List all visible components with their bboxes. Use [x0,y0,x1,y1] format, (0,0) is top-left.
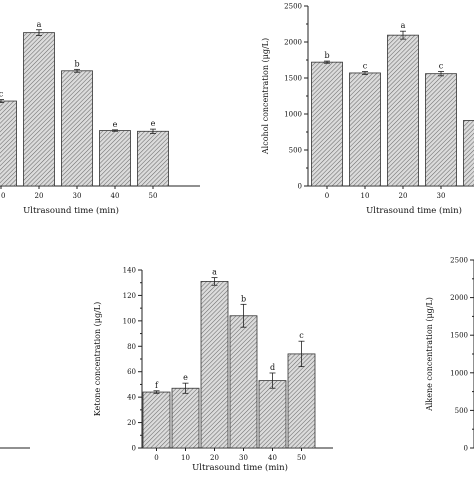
bar [201,281,228,448]
x-tick-label: 0 [325,192,329,200]
significance-letter: c [439,62,444,71]
bar [230,316,257,448]
bar [288,354,315,448]
y-tick-label: 60 [127,368,136,376]
panel-bottom-left: e50 [0,359,30,462]
y-tick-label: 500 [455,407,468,415]
significance-letter: c [363,62,368,71]
bar [172,388,199,448]
y-tick-label: 120 [123,292,136,300]
y-tick-label: 20 [127,419,136,427]
significance-letter: c [0,90,4,99]
x-tick-label: 10 [0,192,5,200]
y-tick-label: 40 [127,394,136,402]
y-tick-label: 2500 [450,257,468,265]
y-tick-label: 2000 [284,39,302,47]
bar [259,381,286,448]
significance-letter: e [151,119,156,128]
x-tick-label: 50 [297,454,306,462]
y-tick-label: 2000 [450,294,468,302]
y-tick-label: 1500 [450,332,468,340]
y-tick-label: 1500 [284,75,302,83]
y-tick-label: 2500 [284,3,302,11]
significance-letter: d [270,363,275,372]
bar [388,35,419,186]
x-tick-label: 10 [361,192,370,200]
y-tick-label: 0 [132,445,136,453]
x-tick-label: 40 [268,454,277,462]
x-tick-label: 20 [210,454,219,462]
significance-letter: e [183,373,188,382]
bar [0,101,17,186]
x-axis-label: Ultrasound time (min) [192,462,288,473]
y-tick-label: 1000 [450,369,468,377]
x-tick-label: 30 [239,454,248,462]
y-axis-label: Ketone concentration (μg/L) [93,302,102,416]
significance-letter: b [324,51,329,60]
x-tick-label: 20 [399,192,408,200]
significance-letter: a [212,268,217,277]
bar [464,120,474,186]
bar [62,71,93,186]
y-tick-label: 0 [298,183,302,191]
significance-letter: b [74,59,79,68]
bar [138,131,169,186]
x-tick-label: 30 [73,192,82,200]
x-tick-label: 50 [149,192,158,200]
bar [350,73,381,186]
significance-letter: e [113,120,118,129]
bar [143,392,170,448]
panel-top-left: c 10 a 20 b 30 e 40 e 50 Ultrasound time (min) [0,20,200,216]
x-tick-label: 30 [437,192,446,200]
x-tick-label: 10 [181,454,190,462]
y-axis-label: Alkene concentration (μg/L) [425,297,434,412]
x-tick-label: 0 [154,454,158,462]
y-tick-label: 100 [123,317,136,325]
panel-bottom-right: 0 500 1000 1500 2000 2500 Alkene concentration… [425,257,474,453]
bar [312,62,343,186]
y-tick-label: 500 [289,147,302,155]
bar [100,131,131,186]
y-tick-label: 1000 [284,111,302,119]
significance-letter: a [401,21,406,30]
x-tick-label: 20 [35,192,44,200]
x-axis-label: Ultrasound time (min) [366,205,462,216]
y-axis-label: Alcohol concentration (μg/L) [261,38,270,155]
y-tick-label: 0 [464,445,468,453]
significance-letter: c [299,331,304,340]
y-tick-label: 80 [127,343,136,351]
significance-letter: b [241,294,246,303]
bar [426,74,457,186]
significance-letter: a [37,20,42,29]
x-axis-label: Ultrasound time (min) [23,205,119,216]
x-tick-label: 40 [111,192,120,200]
panel-top-right: 0 500 1000 1500 2000 2500 Alcohol concentratio… [261,3,474,217]
y-tick-label: 140 [123,267,136,275]
significance-letter: f [155,381,159,390]
bar [24,33,55,186]
